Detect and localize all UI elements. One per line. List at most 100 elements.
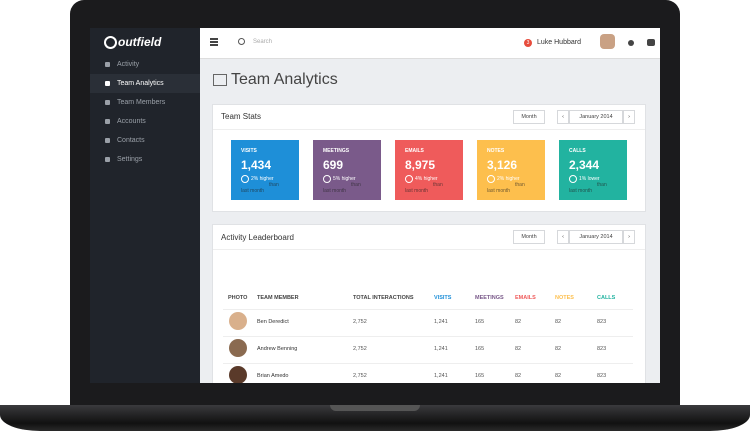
menu-button[interactable]: [210, 38, 218, 40]
nav-icon: [105, 81, 110, 86]
cell: 82: [515, 346, 522, 352]
card-note: than last month: [569, 182, 607, 194]
user-avatar[interactable]: [600, 34, 615, 49]
cell: 165: [475, 319, 485, 325]
card-icon: [241, 175, 249, 183]
stat-card[interactable]: CALLS 2,344 1% lower than last month: [559, 140, 627, 200]
card-change: 5% higher: [333, 176, 356, 182]
nav-item[interactable]: Team Analytics: [90, 74, 200, 93]
stat-card[interactable]: MEETINGS 699 5% higher than last month: [313, 140, 381, 200]
month-select[interactable]: January 2014: [569, 230, 623, 244]
card-label: MEETINGS: [323, 148, 350, 154]
leaderboard-panel: Activity Leaderboard Month ‹ January 201…: [212, 224, 646, 383]
nav-item[interactable]: Activity: [90, 55, 200, 74]
card-note: than last month: [323, 182, 361, 194]
card-note: than last month: [241, 182, 279, 194]
nav-label: Activity: [117, 61, 140, 68]
card-icon: [405, 175, 413, 183]
divider: [213, 249, 645, 250]
topbar: Search 3 Luke Hubbard: [200, 28, 660, 59]
panel-title: Activity Leaderboard: [221, 233, 294, 242]
card-value: 2,344: [569, 158, 600, 172]
cell: 82: [515, 319, 522, 325]
cell: 2,752: [353, 319, 367, 325]
column-header: MEETINGS: [475, 295, 504, 301]
member-name[interactable]: Andrew Benning: [257, 346, 298, 352]
panel-title: Team Stats: [221, 112, 262, 121]
next-button[interactable]: ›: [623, 230, 635, 244]
stats-panel: Team Stats Month ‹ January 2014 › VISITS…: [212, 104, 646, 212]
card-icon: [569, 175, 577, 183]
nav-item[interactable]: Accounts: [90, 112, 200, 131]
card-value: 1,434: [241, 158, 272, 172]
nav-label: Team Analytics: [117, 80, 164, 87]
search-input[interactable]: Search: [253, 39, 273, 45]
card-label: NOTES: [487, 148, 505, 154]
member-name[interactable]: Ben Deredict: [257, 319, 289, 325]
search-icon: [238, 38, 245, 45]
period-select[interactable]: Month: [513, 110, 545, 124]
stat-card[interactable]: VISITS 1,434 2% higher than last month: [231, 140, 299, 200]
month-select[interactable]: January 2014: [569, 110, 623, 124]
sidebar: outfield Activity Team Analytics Team Memb…: [90, 28, 200, 383]
nav-label: Settings: [117, 156, 143, 163]
card-change: 4% higher: [415, 176, 438, 182]
row-divider: [223, 336, 633, 337]
member-photo: [229, 312, 247, 330]
column-header: TOTAL INTERACTIONS: [353, 295, 414, 301]
card-change: 2% higher: [497, 176, 520, 182]
nav-icon: [105, 62, 110, 67]
period-select[interactable]: Month: [513, 230, 545, 244]
cell: 2,752: [353, 346, 367, 352]
row-divider: [223, 363, 633, 364]
brand[interactable]: outfield: [118, 35, 162, 49]
card-note: than last month: [405, 182, 443, 194]
stat-card[interactable]: EMAILS 8,975 4% higher than last month: [395, 140, 463, 200]
settings-icon[interactable]: [628, 40, 634, 46]
cell: 2,752: [353, 373, 367, 379]
nav-item[interactable]: Contacts: [90, 131, 200, 150]
column-header: TEAM MEMBER: [257, 295, 299, 301]
nav-item[interactable]: Settings: [90, 150, 200, 169]
cell: 1,241: [434, 319, 448, 325]
cell: 823: [597, 346, 607, 352]
prev-button[interactable]: ‹: [557, 110, 569, 124]
laptop-notch: [330, 405, 420, 411]
title-icon: [213, 74, 227, 86]
nav-label: Team Members: [117, 99, 166, 106]
column-header: PHOTO: [228, 295, 248, 301]
user-name[interactable]: Luke Hubbard: [537, 39, 581, 46]
page-title: Team Analytics: [231, 71, 338, 88]
cell: 165: [475, 346, 485, 352]
users-icon[interactable]: [647, 39, 655, 46]
cell: 1,241: [434, 373, 448, 379]
cell: 82: [515, 373, 522, 379]
stat-card[interactable]: NOTES 3,126 2% higher than last month: [477, 140, 545, 200]
member-name[interactable]: Brian Amedo: [257, 373, 289, 379]
card-label: CALLS: [569, 148, 586, 154]
column-header: EMAILS: [515, 295, 536, 301]
next-button[interactable]: ›: [623, 110, 635, 124]
member-photo: [229, 339, 247, 357]
nav-icon: [105, 100, 110, 105]
prev-button[interactable]: ‹: [557, 230, 569, 244]
divider: [213, 129, 645, 130]
column-header: CALLS: [597, 295, 616, 301]
card-label: EMAILS: [405, 148, 424, 154]
notification-badge[interactable]: 3: [524, 39, 532, 47]
nav-icon: [105, 138, 110, 143]
card-value: 699: [323, 158, 344, 172]
cell: 82: [555, 319, 562, 325]
cell: 82: [555, 373, 562, 379]
nav-icon: [105, 119, 110, 124]
card-note: than last month: [487, 182, 525, 194]
nav-label: Contacts: [117, 137, 145, 144]
card-icon: [487, 175, 495, 183]
column-header: VISITS: [434, 295, 452, 301]
nav-item[interactable]: Team Members: [90, 93, 200, 112]
row-divider: [223, 309, 633, 310]
card-label: VISITS: [241, 148, 257, 154]
cell: 823: [597, 319, 607, 325]
cell: 82: [555, 346, 562, 352]
